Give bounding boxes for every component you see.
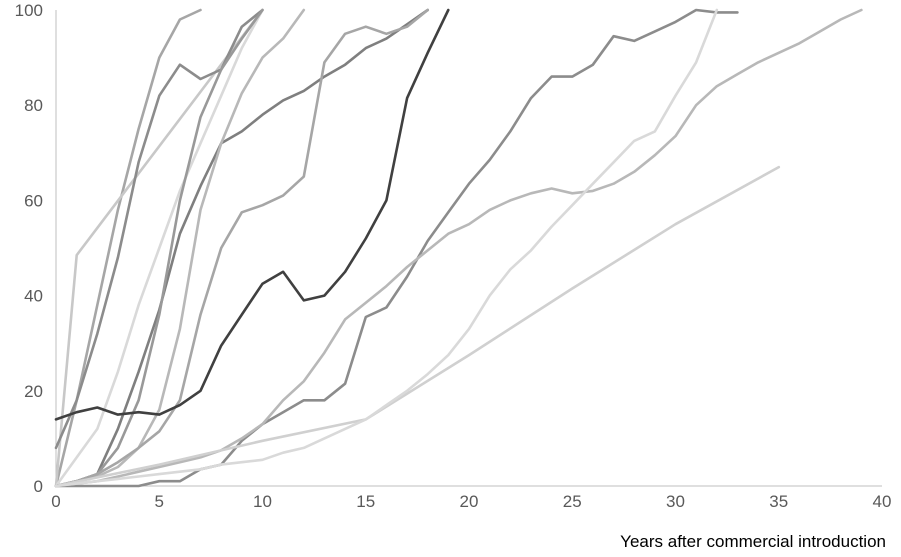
x-axis-tick-labels: 0 5 10 15 20 25 30 35 40 [51,492,891,511]
series-line-9 [54,8,450,421]
x-tick-label: 15 [356,492,375,511]
x-tick-label: 20 [460,492,479,511]
series-line-2 [54,8,264,488]
y-tick-label: 0 [34,477,43,496]
x-tick-label: 5 [155,492,164,511]
y-tick-label: 100 [15,1,43,20]
series-line-5 [54,8,430,488]
x-tick-label: 10 [253,492,272,511]
series-line-12 [54,165,781,488]
series-line-10 [54,8,739,488]
chart-axes [55,10,882,487]
y-tick-label: 40 [24,287,43,306]
x-tick-label: 0 [51,492,60,511]
series-line-11 [54,8,863,488]
x-tick-label: 40 [873,492,892,511]
x-tick-label: 25 [563,492,582,511]
series-line-3 [54,8,264,450]
y-tick-label: 20 [24,382,43,401]
y-tick-label: 60 [24,191,43,210]
series-line-4 [54,8,264,488]
y-axis-tick-labels: 0 20 40 60 80 100 [15,1,43,496]
series-line-7 [54,8,306,488]
series-lines [54,8,863,488]
series-line-1 [54,8,202,488]
x-tick-label: 35 [769,492,788,511]
series-line-8 [54,8,430,488]
x-tick-label: 30 [666,492,685,511]
x-axis-title: Years after commercial introduction [620,532,886,551]
y-tick-label: 80 [24,96,43,115]
series-line-13 [54,8,719,488]
